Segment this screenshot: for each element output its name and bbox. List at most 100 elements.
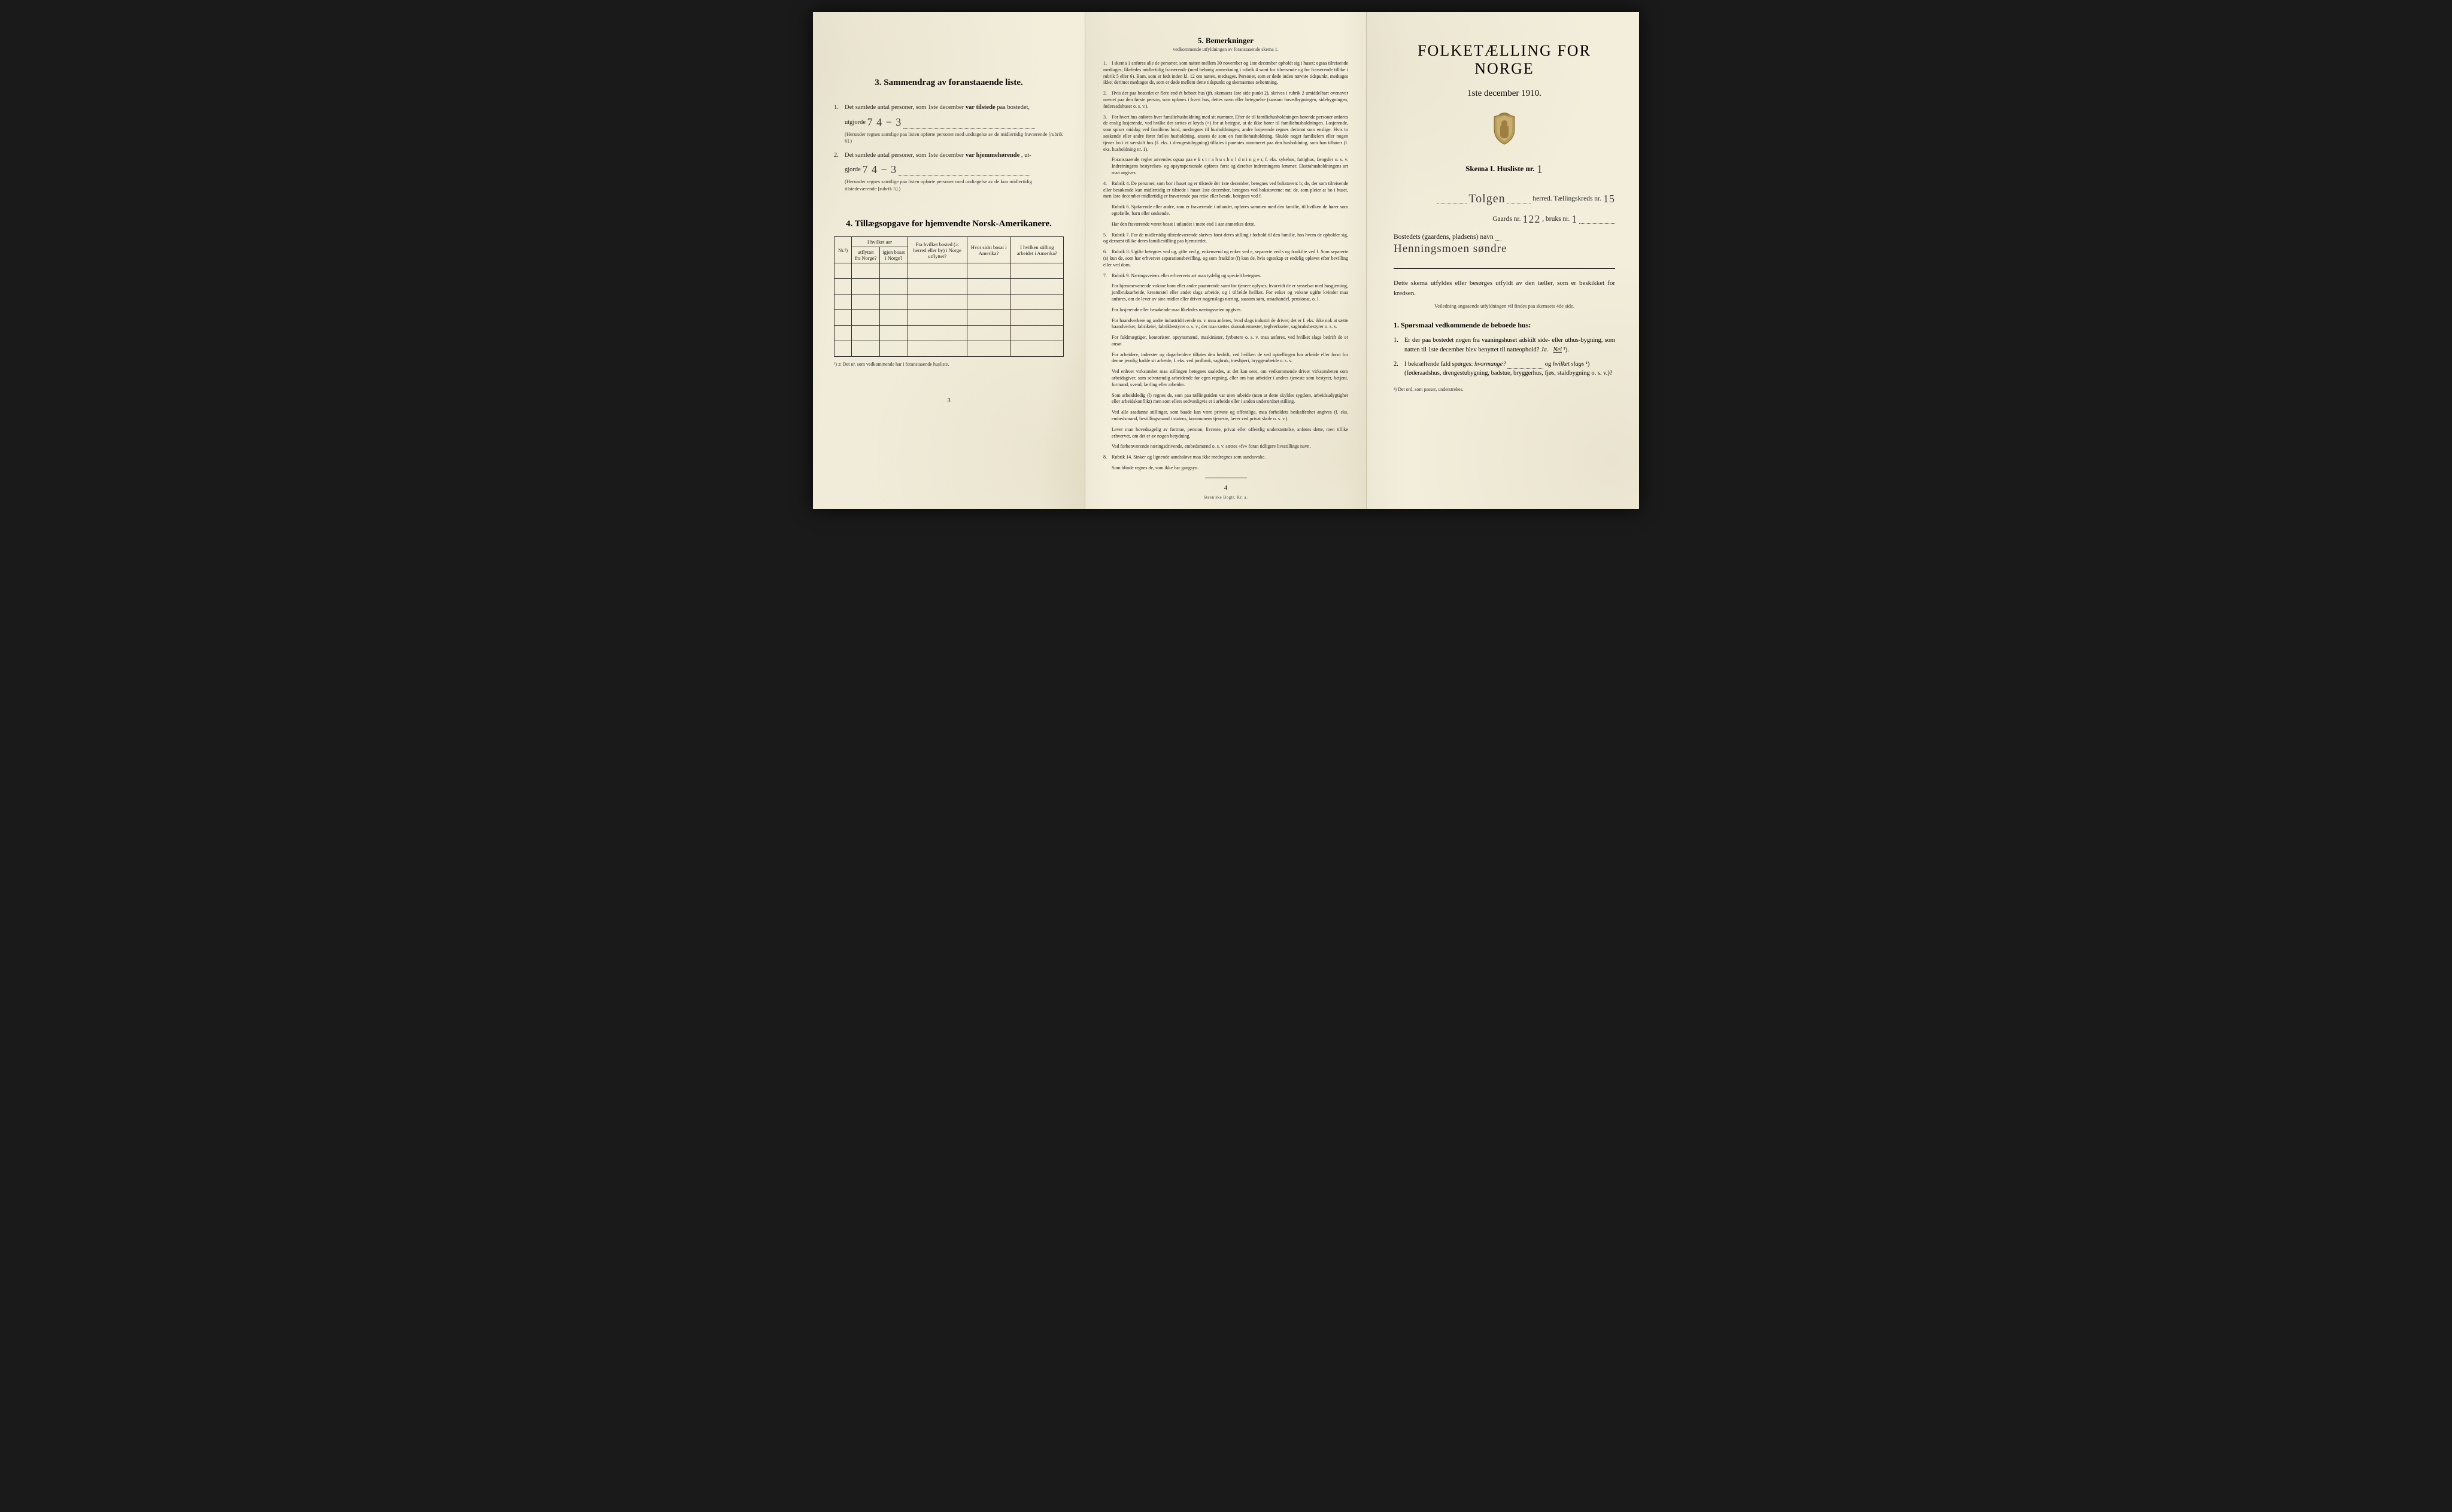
text-bold: var hjemmehørende [966,152,1019,159]
remark-item: Ved enhver virksomhet maa stillingen bet… [1103,369,1348,388]
remark-text: Som arbeidsledig (l) regnes de, som paa … [1112,393,1348,405]
remark-text: I skema 1 anføres alle de personer, som … [1103,60,1348,85]
item-number: 2. [834,151,845,193]
table-head: Nr.¹) I hvilket aar Fra hvilket bosted (… [834,237,1064,263]
remark-item: Foranstaaende regler anvendes ogsaa paa … [1103,157,1348,176]
remark-item: For losjerende eller besøkende maa likel… [1103,307,1348,314]
col-aar-group: I hvilket aar [852,237,908,247]
page-number: 4 [1103,484,1348,491]
text: Det samlede antal personer, som 1ste dec… [845,104,964,111]
fill-line [1507,362,1543,369]
question-2: 2. I bekræftende fald spørges: hvormange… [1394,360,1615,379]
section-4-heading: 4. Tillægsopgave for hjemvendte Norsk-Am… [834,219,1064,229]
remark-number: 4. [1103,181,1112,187]
remark-number: 5. [1103,232,1112,239]
remark-item: 2.Hvis der paa bostedet er flere end ét … [1103,90,1348,110]
remark-number: 6. [1103,249,1112,256]
section-3-heading: 3. Sammendrag av foranstaaende liste. [834,78,1064,88]
table-row [834,326,1064,341]
remark-item: Ved forhenværende næringsdrivende, embed… [1103,444,1348,450]
instruction-small: Veiledning angaaende utfyldningen vil fi… [1394,303,1615,309]
answer-nei-underlined: Nei [1553,347,1562,353]
remark-item: 6.Rubrik 8. Ugifte betegnes ved ug, gift… [1103,249,1348,268]
remark-text: Foranstaaende regler anvendes ogsaa paa … [1112,157,1348,175]
item-body: Det samlede antal personer, som 1ste dec… [845,103,1064,145]
table-row [834,279,1064,294]
remark-item: 7.Rubrik 9. Næringsveiens eller erhverve… [1103,273,1348,280]
handwritten-value: 1 [1537,163,1543,177]
remark-item: For hjemmeværende voksne barn eller andr… [1103,283,1348,302]
remark-item: For arbeidere, inderster og dagarbeidere… [1103,352,1348,365]
remark-item: 8.Rubrik 14. Sinker og lignende aandsslø… [1103,454,1348,461]
remark-item: Som arbeidsledig (l) regnes de, som paa … [1103,393,1348,406]
gaard-line: Gaards nr. 122 , bruks nr. 1 [1394,211,1615,224]
remark-text: Rubrik 6. Sjøfarende eller andre, som er… [1112,204,1348,216]
table-row [834,341,1064,357]
label: herred. Tællingskreds nr. [1532,195,1601,202]
text: utgjorde [845,119,866,126]
remark-text: For haandverkere og andre industridriven… [1112,318,1348,330]
question-number: 1. [1394,336,1404,355]
footnote: ¹) Det ord, som passer, understrekes. [1394,387,1615,392]
remark-text: Ved enhver virksomhet maa stillingen bet… [1112,369,1348,387]
emigrant-table: Nr.¹) I hvilket aar Fra hvilket bosted (… [834,236,1064,357]
remark-item: 3.For hvert hus anføres hver familiehush… [1103,114,1348,153]
remark-number: 2. [1103,90,1112,97]
remark-text: For hvert hus anføres hver familiehushol… [1103,114,1348,152]
remark-text: For fuldmægtiger, kontorister, opsynsmæn… [1112,335,1348,347]
text: ¹) Det ord, som passer, understrekes. [1394,387,1464,392]
label: Bostedets (gaardens, pladsens) navn [1394,233,1494,241]
handwritten-value: 7 4 − 3 [867,114,902,130]
remark-item: Rubrik 6. Sjøfarende eller andre, som er… [1103,204,1348,217]
bosted-line: Bostedets (gaardens, pladsens) navn Henn… [1394,233,1615,254]
section-5-sub: vedkommende utfyldningen av foranstaaend… [1103,47,1348,52]
table-body [834,263,1064,357]
text-italic: hvilket slags [1553,361,1584,368]
remark-item: Som blinde regnes de, som ikke har gangs… [1103,465,1348,472]
item-body: Det samlede antal personer, som 1ste dec… [845,151,1064,193]
remark-text: Rubrik 4. De personer, som bor i huset o… [1103,181,1348,199]
remark-text: Rubrik 14. Sinker og lignende aandssløve… [1112,454,1266,460]
page-4: 5. Bemerkninger vedkommende utfyldningen… [1085,12,1367,509]
census-title: FOLKETÆLLING FOR NORGE [1394,42,1615,78]
page-cover: FOLKETÆLLING FOR NORGE 1ste december 191… [1367,12,1639,509]
col-utflyttet: utflyttet fra Norge? [852,247,880,263]
remark-text: Lever man hovedsagelig av formue, pensio… [1112,427,1348,439]
text: , ut- [1021,152,1031,159]
question-number: 2. [1394,360,1404,379]
rule [1394,268,1615,269]
label: , bruks nr. [1542,215,1570,223]
item-1: 1. Det samlede antal personer, som 1ste … [834,103,1064,145]
remark-number: 8. [1103,454,1112,461]
imprint: Steen'ske Bogtr. Kr. a. [1103,495,1348,500]
handwritten-value: 7 4 − 3 [862,162,897,178]
col-sidst: Hvor sidst bosat i Amerika? [967,237,1010,263]
text: (føderaadshus, drengestubygning, badstue… [1404,370,1613,377]
remark-text: For hjemmeværende voksne barn eller andr… [1112,283,1348,302]
remarks-list: 1.I skema 1 anføres alle de personer, so… [1103,60,1348,472]
note: (Herunder regnes samtlige paa listen opf… [845,178,1064,192]
remark-text: Har den fraværende været bosat i utlande… [1112,221,1255,227]
remark-number: 7. [1103,273,1112,280]
handwritten-value: 122 [1522,213,1540,226]
remark-item: 1.I skema 1 anføres alle de personer, so… [1103,60,1348,86]
remark-text: For losjerende eller besøkende maa likel… [1112,307,1242,312]
remark-text: Hvis der paa bostedet er flere end ét be… [1103,90,1348,109]
item-number: 1. [834,103,845,145]
question-heading: 1. Spørsmaal vedkommende de beboede hus: [1394,321,1615,330]
remark-text: Som blinde regnes de, som ikke har gangs… [1112,465,1198,470]
remark-text: Rubrik 7. For de midlertidig tilstedevær… [1103,232,1348,244]
question-1: 1. Er der paa bostedet nogen fra vaaning… [1394,336,1615,355]
text: I bekræftende fald spørges: [1404,361,1474,368]
col-bosted: Fra hvilket bosted (ɔ: herred eller by) … [908,237,967,263]
remark-text: Rubrik 9. Næringsveiens eller erhvervets… [1112,273,1261,278]
text: gjorde [845,166,861,173]
table-row [834,294,1064,310]
page-number: 3 [834,397,1064,404]
text: Det samlede antal personer, som 1ste dec… [845,152,964,159]
remark-item: Ved alle saadanne stillinger, som baade … [1103,409,1348,423]
remark-item: For haandverkere og andre industridriven… [1103,318,1348,331]
label: Gaards nr. [1492,215,1521,223]
section-5-heading: 5. Bemerkninger [1103,36,1348,45]
remark-text: Rubrik 8. Ugifte betegnes ved ug, gifte … [1103,249,1348,268]
